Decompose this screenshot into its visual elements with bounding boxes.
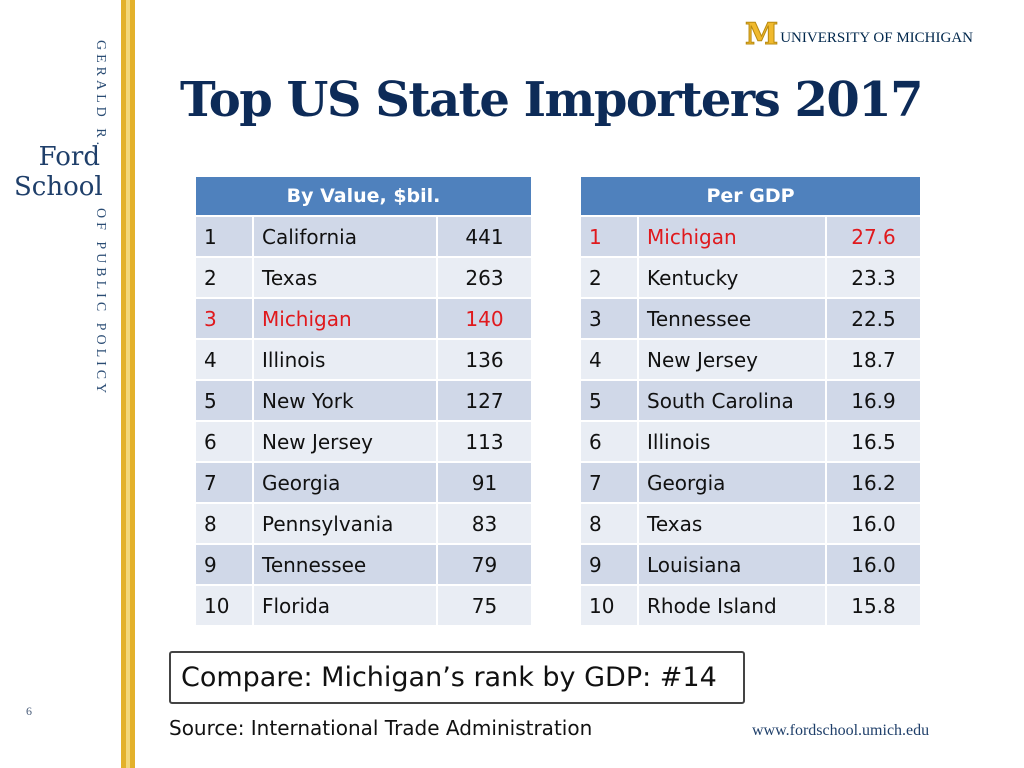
value-cell: 16.0: [827, 545, 920, 584]
rank-cell: 8: [581, 504, 637, 543]
state-cell: Texas: [254, 258, 436, 297]
state-cell: Pennsylvania: [254, 504, 436, 543]
value-cell: 27.6: [827, 217, 920, 256]
value-cell: 140: [438, 299, 531, 338]
rank-cell: 4: [581, 340, 637, 379]
state-cell: Georgia: [254, 463, 436, 502]
state-cell: Illinois: [639, 422, 825, 461]
table-per-gdp: Per GDP 1 Michigan 27.6 2 Kentucky 23.3 3 Tenne…: [579, 175, 922, 627]
table-row: 10 Rhode Island 15.8: [581, 586, 920, 625]
value-cell: 23.3: [827, 258, 920, 297]
value-cell: 16.0: [827, 504, 920, 543]
state-cell: Tennessee: [254, 545, 436, 584]
state-cell: New Jersey: [639, 340, 825, 379]
table-by-value: By Value, $bil. 1 California 441 2 Texas 263 3…: [194, 175, 533, 627]
rank-cell: 1: [581, 217, 637, 256]
rank-cell: 2: [196, 258, 252, 297]
value-cell: 263: [438, 258, 531, 297]
table-row: 2 Kentucky 23.3: [581, 258, 920, 297]
table-row: 3 Tennessee 22.5: [581, 299, 920, 338]
table-row: 6 New Jersey 113: [196, 422, 531, 461]
value-cell: 16.9: [827, 381, 920, 420]
table-row: 3 Michigan 140: [196, 299, 531, 338]
table-row: 8 Pennsylvania 83: [196, 504, 531, 543]
value-cell: 83: [438, 504, 531, 543]
state-cell: California: [254, 217, 436, 256]
value-cell: 441: [438, 217, 531, 256]
school-label-bottom: OF PUBLIC POLICY: [93, 208, 108, 398]
ford-school-logo-line2: School: [14, 172, 103, 202]
rank-cell: 2: [581, 258, 637, 297]
rank-cell: 3: [581, 299, 637, 338]
table-by-value-header: By Value, $bil.: [196, 177, 531, 215]
rank-cell: 1: [196, 217, 252, 256]
state-cell: Georgia: [639, 463, 825, 502]
rank-cell: 9: [196, 545, 252, 584]
value-cell: 22.5: [827, 299, 920, 338]
state-cell: South Carolina: [639, 381, 825, 420]
value-cell: 75: [438, 586, 531, 625]
rank-cell: 5: [581, 381, 637, 420]
value-cell: 127: [438, 381, 531, 420]
table-row: 4 Illinois 136: [196, 340, 531, 379]
state-cell: Rhode Island: [639, 586, 825, 625]
compare-callout: Compare: Michigan’s rank by GDP: #14: [169, 651, 745, 704]
rank-cell: 7: [581, 463, 637, 502]
table-row: 10 Florida 75: [196, 586, 531, 625]
table-row: 9 Tennessee 79: [196, 545, 531, 584]
table-row: 8 Texas 16.0: [581, 504, 920, 543]
table-row: 5 South Carolina 16.9: [581, 381, 920, 420]
rank-cell: 3: [196, 299, 252, 338]
state-cell: New York: [254, 381, 436, 420]
university-name: UNIVERSITY OF MICHIGAN: [780, 29, 973, 46]
school-label-top: GERALD R.: [93, 40, 108, 150]
value-cell: 16.2: [827, 463, 920, 502]
state-cell: Florida: [254, 586, 436, 625]
table-per-gdp-header: Per GDP: [581, 177, 920, 215]
table-row: 7 Georgia 91: [196, 463, 531, 502]
rank-cell: 4: [196, 340, 252, 379]
state-cell: Louisiana: [639, 545, 825, 584]
table-row: 1 California 441: [196, 217, 531, 256]
value-cell: 16.5: [827, 422, 920, 461]
university-logo: M UNIVERSITY OF MICHIGAN: [744, 17, 973, 52]
sidebar-accent-bar: [121, 0, 135, 768]
state-cell: Texas: [639, 504, 825, 543]
table-row: 4 New Jersey 18.7: [581, 340, 920, 379]
state-cell: New Jersey: [254, 422, 436, 461]
rank-cell: 7: [196, 463, 252, 502]
table-row: 6 Illinois 16.5: [581, 422, 920, 461]
rank-cell: 5: [196, 381, 252, 420]
value-cell: 15.8: [827, 586, 920, 625]
page-number: 6: [26, 704, 32, 718]
table-row: 2 Texas 263: [196, 258, 531, 297]
value-cell: 18.7: [827, 340, 920, 379]
state-cell: Kentucky: [639, 258, 825, 297]
rank-cell: 10: [196, 586, 252, 625]
state-cell: Tennessee: [639, 299, 825, 338]
value-cell: 79: [438, 545, 531, 584]
rank-cell: 9: [581, 545, 637, 584]
block-m-icon: M: [744, 17, 779, 52]
ford-school-logo: Ford School: [14, 142, 103, 202]
rank-cell: 8: [196, 504, 252, 543]
slide-title: Top US State Importers 2017: [180, 72, 924, 128]
table-row: 1 Michigan 27.6: [581, 217, 920, 256]
state-cell: Michigan: [639, 217, 825, 256]
table-row: 7 Georgia 16.2: [581, 463, 920, 502]
website-link[interactable]: www.fordschool.umich.edu: [752, 722, 930, 739]
rank-cell: 6: [196, 422, 252, 461]
value-cell: 113: [438, 422, 531, 461]
value-cell: 136: [438, 340, 531, 379]
state-cell: Michigan: [254, 299, 436, 338]
table-row: 5 New York 127: [196, 381, 531, 420]
rank-cell: 10: [581, 586, 637, 625]
value-cell: 91: [438, 463, 531, 502]
table-row: 9 Louisiana 16.0: [581, 545, 920, 584]
source-note: Source: International Trade Administrati…: [169, 716, 593, 740]
rank-cell: 6: [581, 422, 637, 461]
state-cell: Illinois: [254, 340, 436, 379]
ford-school-logo-line1: Ford: [38, 142, 100, 172]
